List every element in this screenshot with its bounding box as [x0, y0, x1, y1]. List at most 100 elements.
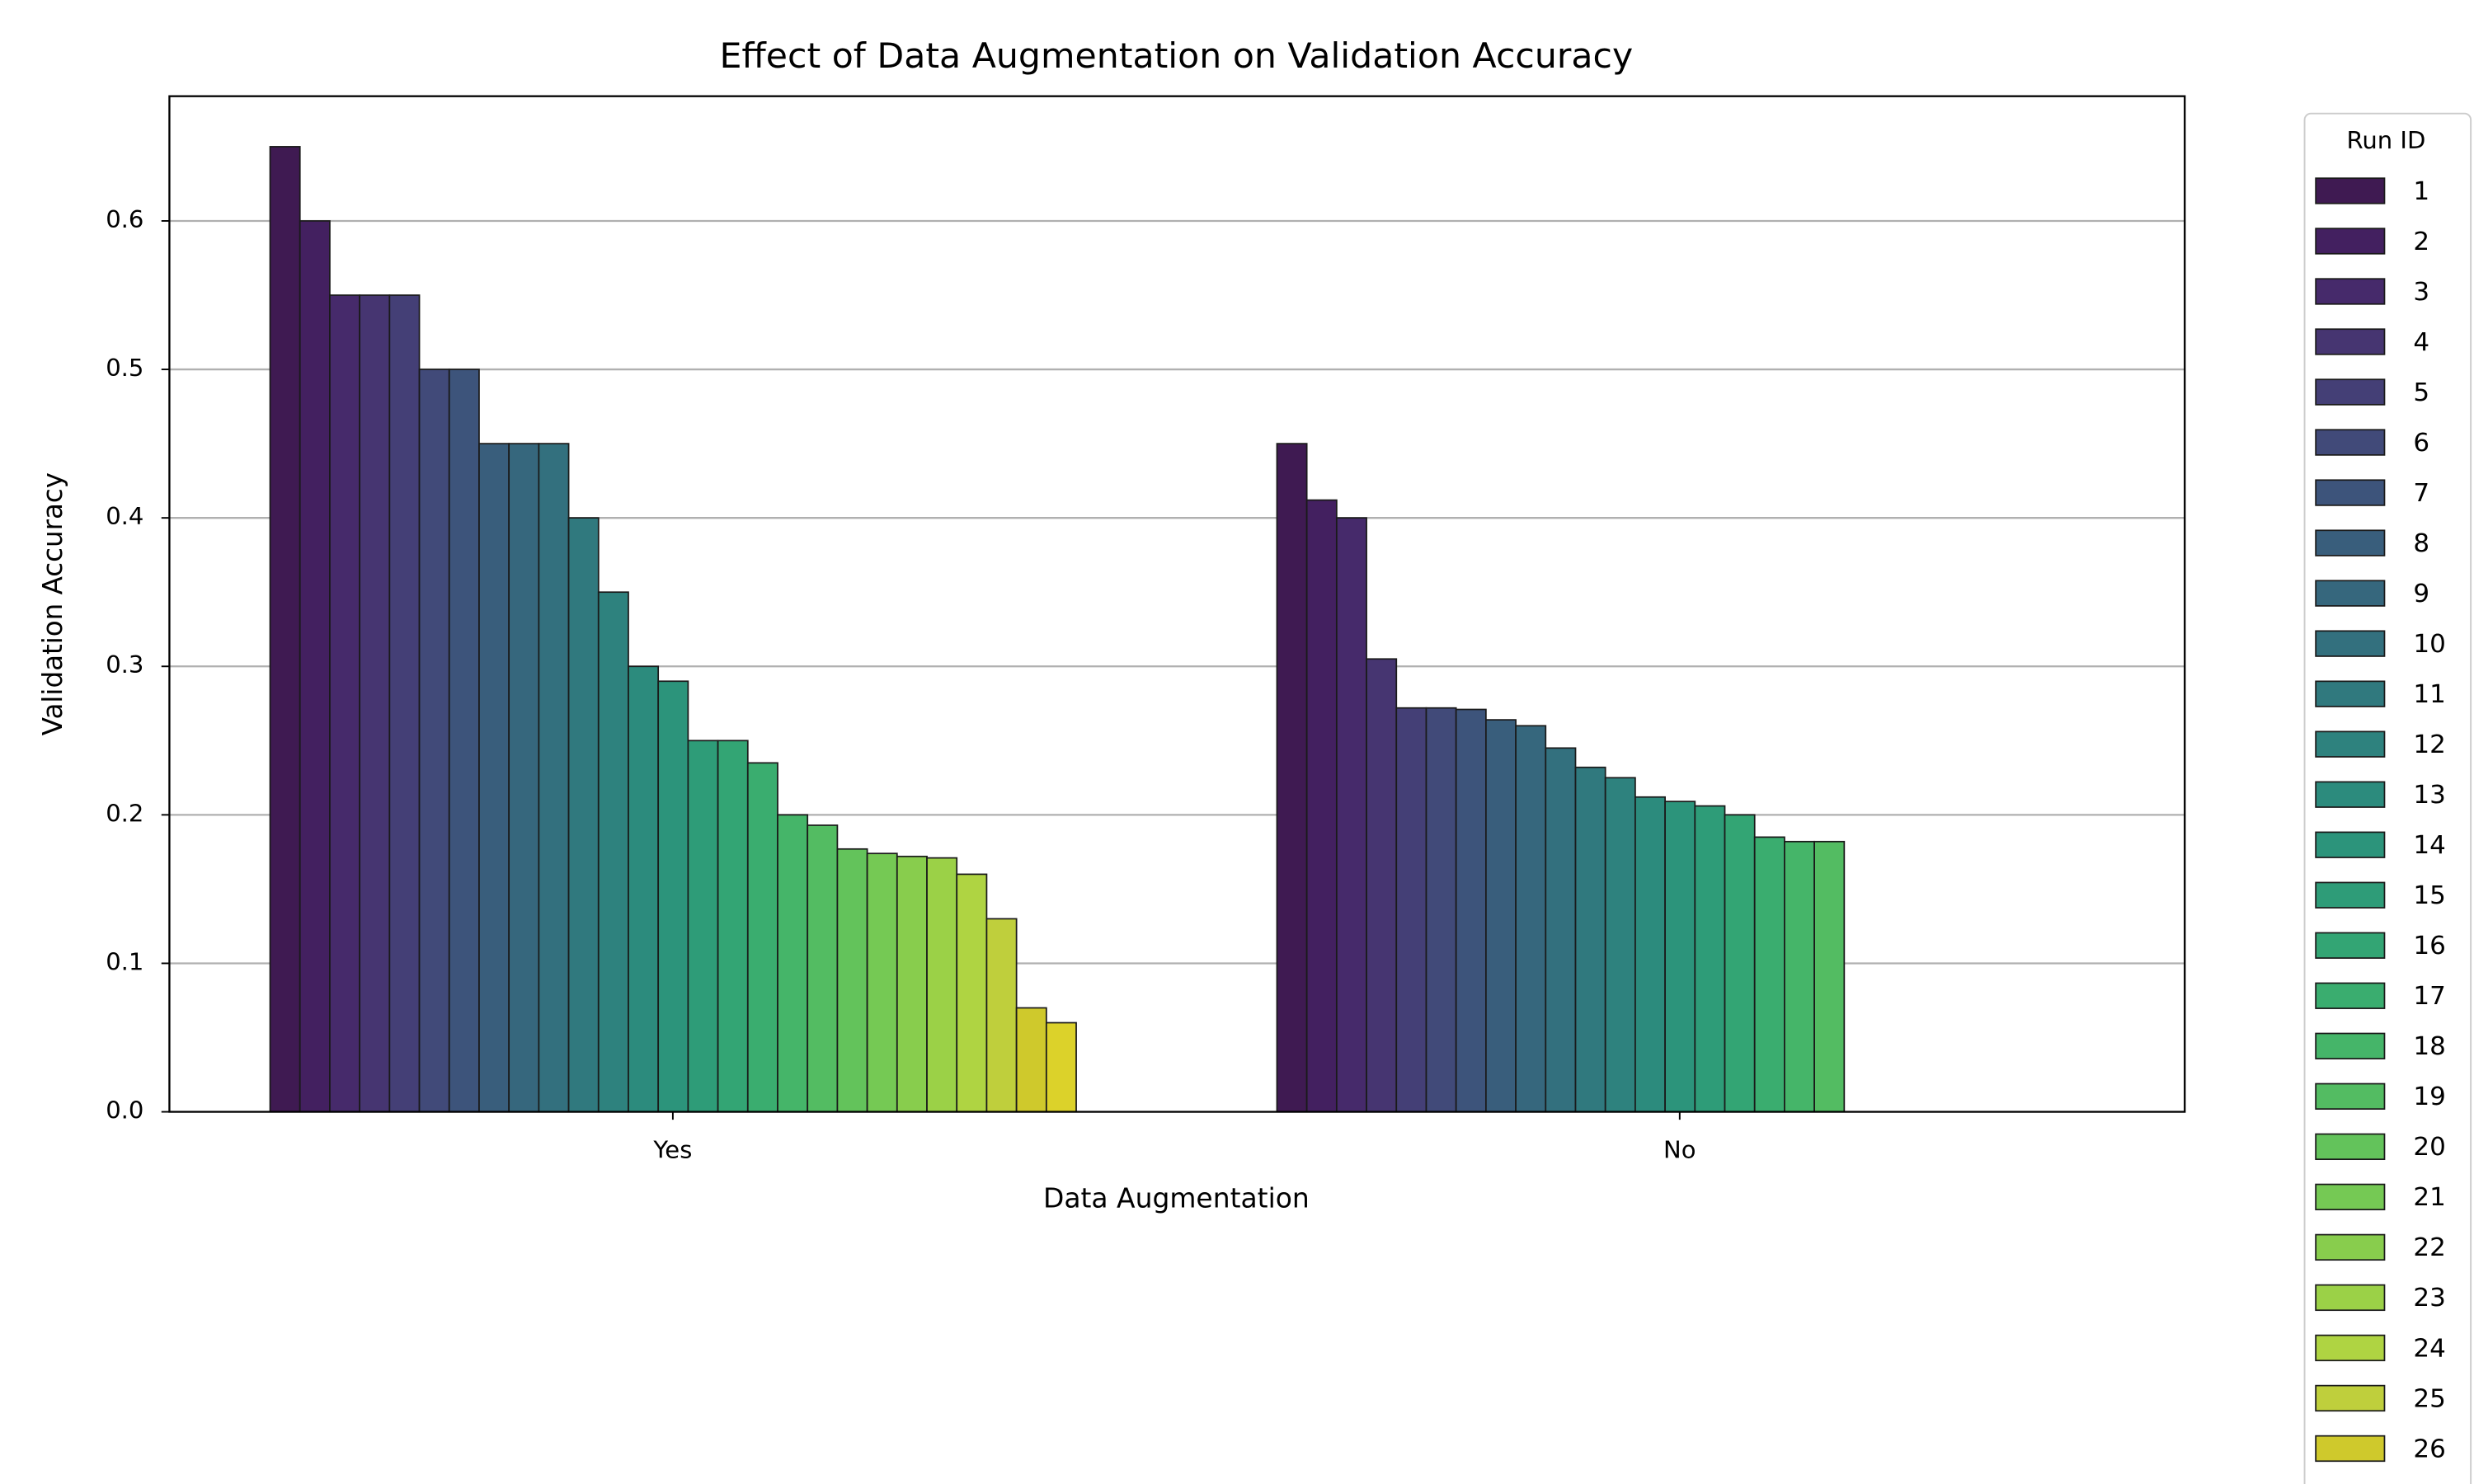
- bar: [657, 680, 689, 1113]
- bar: [1425, 707, 1457, 1113]
- bar: [1604, 777, 1636, 1113]
- legend-label: 25: [2413, 1383, 2445, 1413]
- legend-title: Run ID: [2346, 126, 2425, 154]
- legend-swatch: [2315, 1233, 2386, 1261]
- bars: [269, 146, 1846, 1113]
- bar: [418, 369, 450, 1113]
- bar: [687, 740, 719, 1113]
- bar: [1784, 840, 1816, 1113]
- y-tick-label: 0.6: [106, 205, 143, 233]
- y-tick-label: 0.0: [106, 1097, 143, 1125]
- legend-swatch: [2315, 580, 2386, 607]
- legend-swatch: [2315, 378, 2386, 406]
- legend-swatch: [2315, 932, 2386, 959]
- bar: [1045, 1021, 1077, 1113]
- bar: [1694, 805, 1726, 1113]
- legend-label: 8: [2413, 528, 2429, 558]
- legend-swatch: [2315, 730, 2386, 758]
- bar: [1753, 836, 1785, 1113]
- legend-swatch: [2315, 177, 2386, 204]
- bar: [1455, 708, 1487, 1113]
- bar: [777, 814, 809, 1113]
- legend-label: 11: [2413, 679, 2445, 709]
- legend-label: 2: [2413, 227, 2429, 256]
- legend-label: 19: [2413, 1082, 2445, 1111]
- bar: [1305, 499, 1338, 1113]
- bar: [508, 443, 540, 1113]
- bar: [1634, 796, 1666, 1113]
- legend-label: 12: [2413, 730, 2445, 759]
- legend-swatch: [2315, 479, 2386, 506]
- legend-label: 16: [2413, 931, 2445, 960]
- legend-swatch: [2315, 228, 2386, 255]
- legend-swatch: [2315, 429, 2386, 456]
- bar: [866, 852, 898, 1113]
- legend-swatch: [2315, 680, 2386, 707]
- legend-swatch: [2315, 881, 2386, 909]
- bar: [597, 591, 629, 1113]
- legend-label: 24: [2413, 1333, 2445, 1363]
- bar: [567, 517, 600, 1113]
- bar: [1545, 747, 1577, 1113]
- legend-swatch: [2315, 328, 2386, 355]
- x-tick-label: No: [1663, 1136, 1696, 1164]
- bar: [807, 824, 839, 1113]
- legend-swatch: [2315, 1032, 2386, 1059]
- legend-label: 18: [2413, 1031, 2445, 1061]
- bar: [1015, 1007, 1047, 1113]
- legend-swatch: [2315, 630, 2386, 657]
- bar: [1366, 658, 1398, 1113]
- legend-label: 17: [2413, 981, 2445, 1011]
- bar: [269, 146, 301, 1113]
- legend-label: 15: [2413, 881, 2445, 910]
- legend-swatch: [2315, 1082, 2386, 1110]
- bar: [538, 443, 570, 1113]
- bar: [1276, 443, 1308, 1113]
- legend-label: 23: [2413, 1283, 2445, 1313]
- legend-label: 3: [2413, 277, 2429, 307]
- legend-swatch: [2315, 1284, 2386, 1312]
- y-tick-label: 0.2: [106, 799, 143, 827]
- y-tick-label: 0.5: [106, 354, 143, 382]
- legend-swatch: [2315, 1133, 2386, 1161]
- bar: [956, 873, 988, 1113]
- bar: [1515, 725, 1547, 1113]
- legend-label: 4: [2413, 327, 2429, 357]
- y-tick-label: 0.4: [106, 502, 143, 530]
- chart-title: Effect of Data Augmentation on Validatio…: [719, 35, 1633, 76]
- plot-frame: [168, 95, 2186, 1113]
- legend-swatch: [2315, 529, 2386, 556]
- legend-swatch: [2315, 831, 2386, 858]
- legend-swatch: [2315, 1334, 2386, 1362]
- bar: [836, 848, 868, 1113]
- bar: [985, 918, 1018, 1113]
- bar: [388, 294, 421, 1113]
- bar: [896, 855, 928, 1113]
- legend-label: 22: [2413, 1233, 2445, 1262]
- legend-label: 20: [2413, 1132, 2445, 1162]
- legend-swatch: [2315, 982, 2386, 1009]
- bar: [1813, 840, 1846, 1113]
- legend-label: 26: [2413, 1435, 2445, 1464]
- legend-swatch: [2315, 1183, 2386, 1211]
- legend-swatch: [2315, 781, 2386, 808]
- bar: [746, 762, 778, 1113]
- legend: Run ID 123456789101112131415161718192021…: [2303, 112, 2472, 1484]
- legend-label: 14: [2413, 830, 2445, 860]
- legend-label: 7: [2413, 478, 2429, 508]
- y-axis-label: Validation Accuracy: [37, 472, 68, 735]
- bar: [329, 294, 361, 1113]
- bar: [1485, 719, 1517, 1113]
- legend-swatch: [2315, 1435, 2386, 1463]
- legend-label: 21: [2413, 1182, 2445, 1212]
- legend-label: 5: [2413, 378, 2429, 407]
- grid: 0.0 0.1 0.2 0.3 0.4 0.5 0.6 Yes No: [106, 205, 2185, 1163]
- y-tick-label: 0.3: [106, 650, 143, 679]
- bar: [1664, 801, 1696, 1113]
- bar: [448, 369, 480, 1113]
- bar: [1574, 766, 1606, 1113]
- legend-label: 1: [2413, 176, 2429, 206]
- legend-swatch: [2315, 1384, 2386, 1412]
- bar: [359, 294, 391, 1113]
